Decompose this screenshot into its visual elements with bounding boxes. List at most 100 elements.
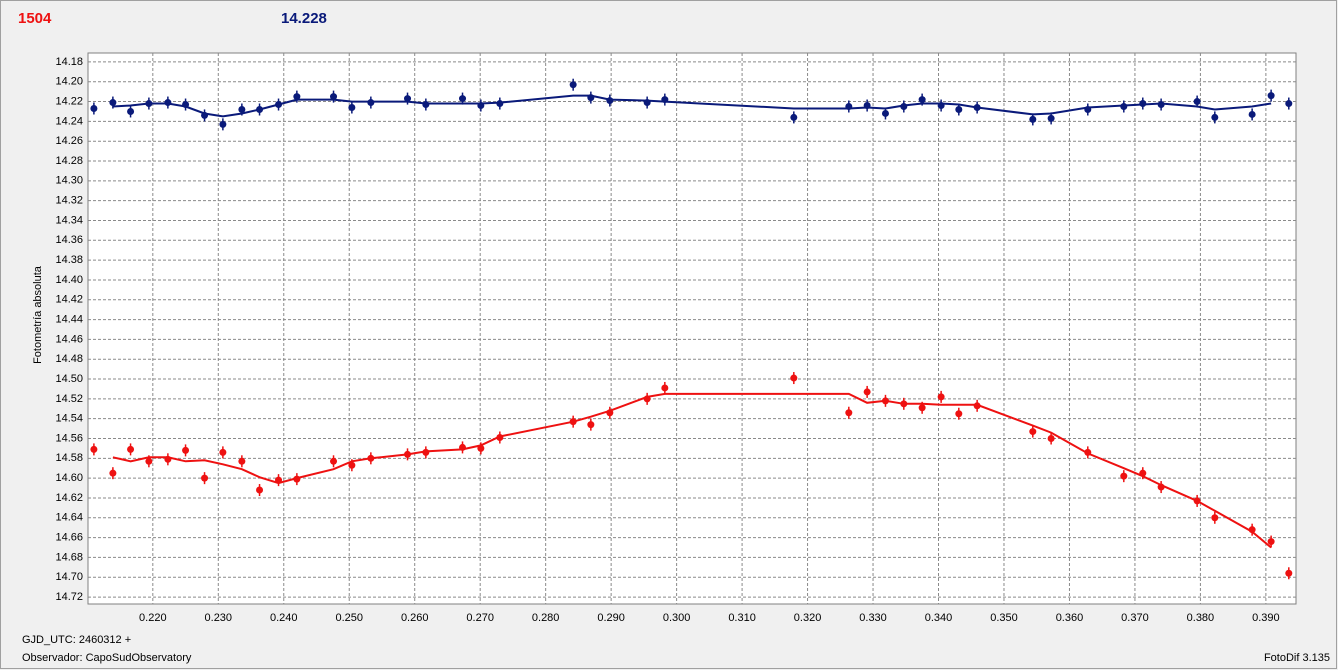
point	[145, 457, 153, 465]
point	[127, 445, 135, 453]
point	[569, 81, 577, 89]
point	[643, 395, 651, 403]
point	[182, 101, 190, 109]
point	[1047, 114, 1055, 122]
point	[496, 100, 504, 108]
point	[790, 113, 798, 121]
point	[881, 109, 889, 117]
x-tick-label: 0.280	[532, 612, 560, 624]
x-tick-label: 0.270	[466, 612, 494, 624]
header-left: 1504	[18, 10, 52, 27]
point	[918, 404, 926, 412]
point	[182, 446, 190, 454]
point	[367, 454, 375, 462]
header-right: 14.228	[281, 10, 327, 27]
footer-right: FotoDif 3.135	[1264, 652, 1330, 664]
point	[937, 102, 945, 110]
point	[845, 103, 853, 111]
point	[348, 104, 356, 112]
y-tick-label: 14.38	[55, 254, 83, 266]
y-tick-label: 14.66	[55, 532, 83, 544]
point	[219, 448, 227, 456]
point	[459, 443, 467, 451]
point	[293, 475, 301, 483]
x-tick-label: 0.220	[139, 612, 167, 624]
point	[164, 455, 172, 463]
point	[863, 102, 871, 110]
point	[643, 99, 651, 107]
y-tick-label: 14.42	[55, 294, 83, 306]
point	[404, 95, 412, 103]
y-tick-label: 14.50	[55, 373, 83, 385]
y-tick-label: 14.24	[55, 115, 83, 127]
point	[1084, 448, 1092, 456]
y-tick-label: 14.26	[55, 135, 83, 147]
point	[1047, 435, 1055, 443]
y-tick-label: 14.56	[55, 432, 83, 444]
point	[256, 486, 264, 494]
point	[330, 93, 338, 101]
point	[1267, 538, 1275, 546]
y-tick-label: 14.54	[55, 413, 83, 425]
point	[1267, 92, 1275, 100]
y-tick-label: 14.32	[55, 195, 83, 207]
y-tick-label: 14.36	[55, 234, 83, 246]
point	[219, 120, 227, 128]
point	[201, 474, 209, 482]
point	[918, 96, 926, 104]
point	[1248, 110, 1256, 118]
x-tick-label: 0.240	[270, 612, 298, 624]
x-tick-label: 0.340	[925, 612, 953, 624]
y-tick-label: 14.28	[55, 155, 83, 167]
x-tick-label: 0.320	[794, 612, 822, 624]
point	[275, 101, 283, 109]
point	[238, 457, 246, 465]
x-tick-label: 0.260	[401, 612, 429, 624]
point	[1285, 569, 1293, 577]
y-tick-label: 14.18	[55, 56, 83, 68]
y-tick-label: 14.20	[55, 76, 83, 88]
footer-line: GJD_UTC: 2460312 +	[22, 634, 131, 646]
x-tick-label: 0.390	[1252, 612, 1280, 624]
y-axis-label: Fotometría absoluta	[32, 265, 44, 364]
point	[587, 421, 595, 429]
point	[127, 107, 135, 115]
point	[1193, 497, 1201, 505]
point	[587, 94, 595, 102]
x-tick-label: 0.250	[335, 612, 363, 624]
point	[164, 99, 172, 107]
x-tick-label: 0.230	[205, 612, 233, 624]
y-tick-label: 14.62	[55, 492, 83, 504]
point	[145, 100, 153, 108]
point	[1285, 100, 1293, 108]
point	[1029, 115, 1037, 123]
y-tick-label: 14.68	[55, 551, 83, 563]
y-tick-label: 14.60	[55, 472, 83, 484]
point	[422, 448, 430, 456]
point	[1139, 100, 1147, 108]
point	[661, 96, 669, 104]
point	[661, 384, 669, 392]
point	[90, 445, 98, 453]
x-tick-label: 0.330	[859, 612, 887, 624]
x-tick-label: 0.290	[597, 612, 625, 624]
point	[881, 397, 889, 405]
y-tick-label: 14.58	[55, 452, 83, 464]
point	[790, 374, 798, 382]
x-tick-label: 0.310	[728, 612, 756, 624]
point	[330, 457, 338, 465]
point	[293, 93, 301, 101]
point	[422, 101, 430, 109]
point	[404, 450, 412, 458]
y-tick-label: 14.72	[55, 591, 83, 603]
point	[201, 111, 209, 119]
point	[606, 97, 614, 105]
point	[496, 434, 504, 442]
point	[109, 99, 117, 107]
y-tick-label: 14.64	[55, 512, 83, 524]
y-tick-label: 14.34	[55, 214, 83, 226]
y-tick-label: 14.22	[55, 95, 83, 107]
point	[1157, 483, 1165, 491]
